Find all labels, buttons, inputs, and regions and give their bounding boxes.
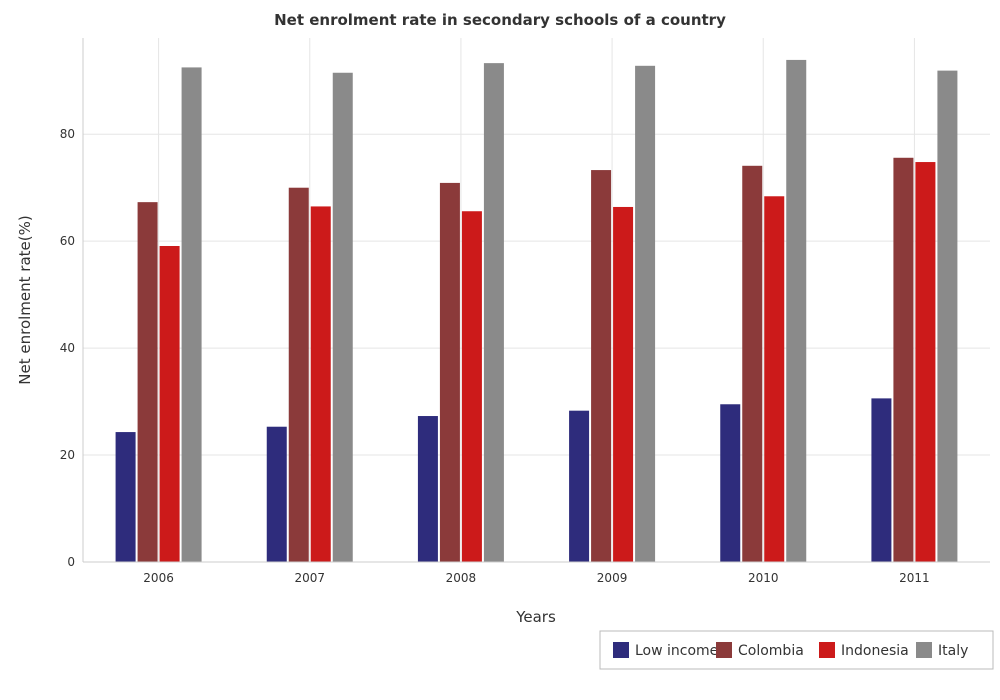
y-tick-label: 40 <box>60 341 75 355</box>
legend-label: Italy <box>938 643 968 659</box>
bars <box>115 59 958 563</box>
bar-italy-2006 <box>181 67 202 562</box>
bar-indonesia-2007 <box>310 206 331 562</box>
bar-colombia-2009 <box>591 170 612 562</box>
x-tick-label: 2008 <box>446 571 477 585</box>
bar-colombia-2010 <box>742 165 763 562</box>
bar-low-income-2008 <box>417 416 438 562</box>
bar-indonesia-2009 <box>613 206 634 563</box>
bar-colombia-2011 <box>893 157 914 562</box>
legend-swatch <box>716 642 732 658</box>
x-tick-label: 2010 <box>748 571 779 585</box>
bar-colombia-2007 <box>288 187 309 562</box>
chart-title: Net enrolment rate in secondary schools … <box>274 11 726 29</box>
y-tick-label: 80 <box>60 127 75 141</box>
bar-indonesia-2006 <box>159 245 180 563</box>
gridlines <box>83 38 990 563</box>
bar-indonesia-2011 <box>915 162 936 562</box>
legend: Low income Colombia Indonesia Italy <box>599 630 994 670</box>
bar-low-income-2010 <box>720 404 741 562</box>
bar-italy-2010 <box>786 59 807 562</box>
legend-label: Low income <box>635 643 718 659</box>
bar-low-income-2006 <box>115 432 136 562</box>
x-tick-label: 2011 <box>899 571 930 585</box>
bar-low-income-2007 <box>266 426 287 562</box>
x-axis-label: Years <box>515 608 556 626</box>
bar-low-income-2011 <box>871 398 892 562</box>
bar-italy-2007 <box>332 72 353 563</box>
bar-italy-2011 <box>937 70 958 562</box>
y-axis-label: Net enrolment rate(%) <box>16 215 34 384</box>
x-tick-label: 2007 <box>294 571 325 585</box>
bar-italy-2009 <box>635 65 656 563</box>
y-tick-labels: 0 20 40 60 80 <box>60 127 75 569</box>
legend-label: Colombia <box>738 643 804 659</box>
legend-swatch <box>819 642 835 658</box>
x-tick-label: 2006 <box>143 571 174 585</box>
bar-colombia-2008 <box>439 182 460 562</box>
y-tick-label: 0 <box>67 555 75 569</box>
x-tick-label: 2009 <box>597 571 628 585</box>
bar-colombia-2006 <box>137 202 158 563</box>
x-tick-labels: 2006 2007 2008 2009 2010 2011 <box>143 571 929 585</box>
y-tick-label: 60 <box>60 234 75 248</box>
legend-label: Indonesia <box>841 643 909 659</box>
bar-indonesia-2008 <box>461 211 482 562</box>
bar-indonesia-2010 <box>764 196 785 562</box>
bar-italy-2008 <box>483 63 504 562</box>
legend-swatch <box>613 642 629 658</box>
bar-low-income-2009 <box>569 410 590 562</box>
y-tick-label: 20 <box>60 448 75 462</box>
legend-swatch <box>916 642 932 658</box>
